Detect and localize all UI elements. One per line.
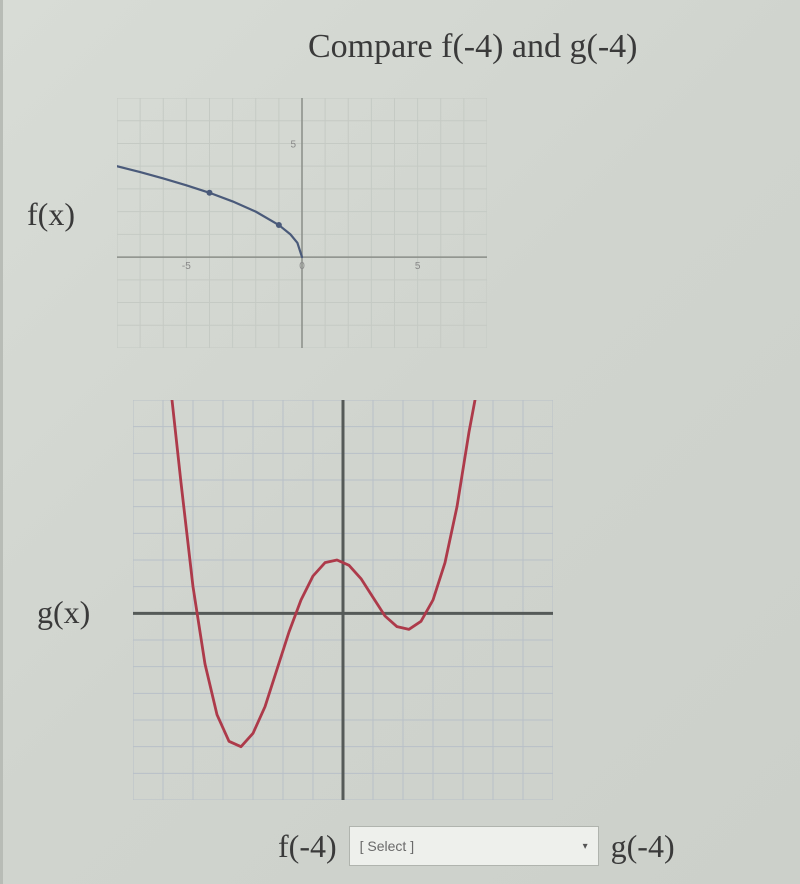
chevron-down-icon: ▾ (583, 841, 588, 852)
page-title: Compare f(-4) and g(-4) (308, 28, 637, 66)
compare-left: f(-4) (278, 828, 337, 865)
svg-text:5: 5 (290, 139, 296, 150)
svg-text:-5: -5 (182, 261, 191, 272)
f-label: f(x) (27, 196, 75, 233)
g-chart (133, 400, 553, 805)
select-placeholder: [ Select ] (360, 838, 414, 854)
svg-text:5: 5 (415, 261, 421, 272)
g-label: g(x) (37, 594, 90, 631)
comparison-row: f(-4) [ Select ] ▾ g(-4) (278, 826, 675, 866)
compare-right: g(-4) (611, 828, 675, 865)
compare-select[interactable]: [ Select ] ▾ (349, 826, 599, 866)
svg-text:0: 0 (299, 261, 305, 272)
f-chart: -5 0 5 5 (117, 98, 487, 353)
